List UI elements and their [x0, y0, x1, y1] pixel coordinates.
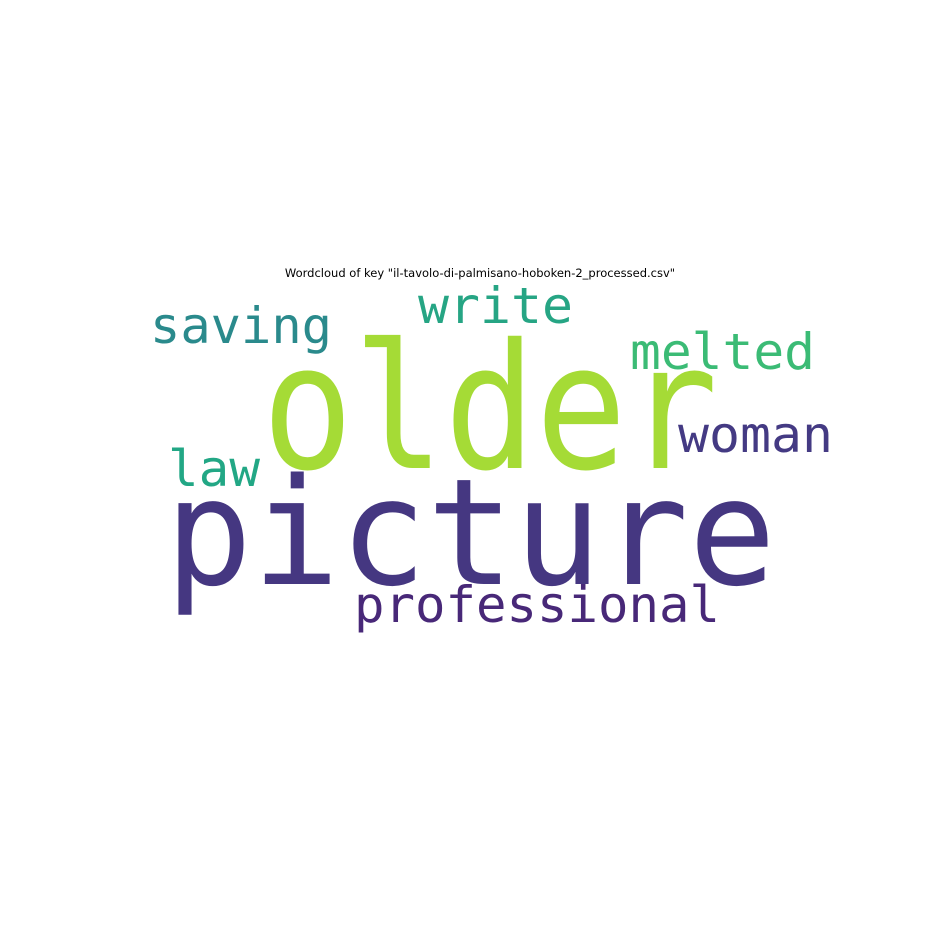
word-saving: saving [150, 297, 332, 355]
word-woman: woman [678, 406, 833, 464]
word-older: older [262, 307, 718, 510]
chart-title: Wordcloud of key "il-tavolo-di-palmisano… [284, 266, 676, 280]
word-professional: professional [354, 576, 720, 634]
word-melted: melted [630, 323, 815, 381]
word-law: law [168, 440, 261, 498]
word-picture: picture [165, 447, 776, 619]
word-write: write [418, 277, 573, 335]
